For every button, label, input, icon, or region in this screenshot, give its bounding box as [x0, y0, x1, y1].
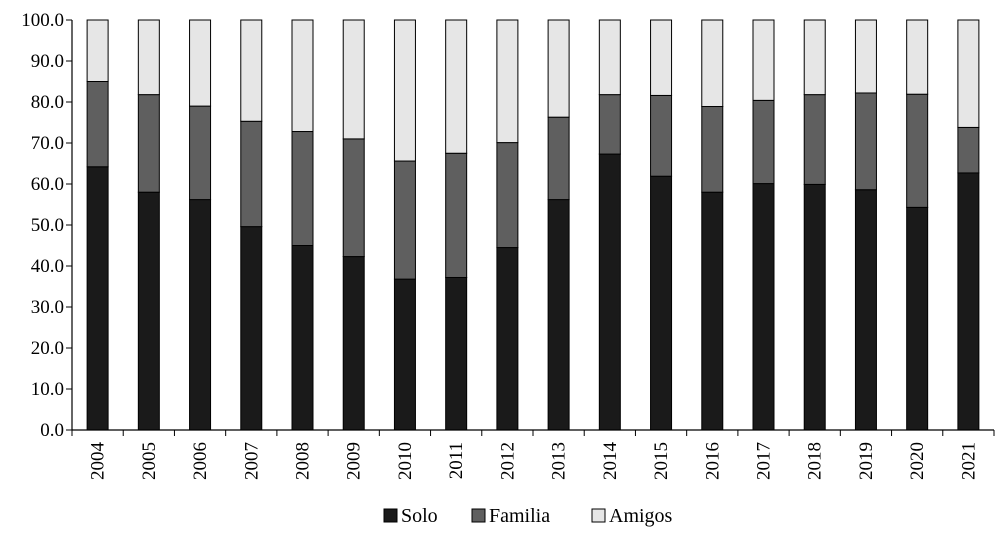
bar-familia-2017: [752, 99, 775, 185]
bar-solo-2005: [137, 191, 160, 431]
bar-solo-2016: [701, 191, 724, 431]
bar-familia-2012: [496, 142, 519, 249]
bar-amigos-2009: [342, 19, 365, 140]
bar-solo-2012: [496, 247, 519, 431]
y-tick-label: 30.0: [31, 297, 64, 318]
bar-familia-2018: [803, 94, 826, 185]
bar-familia-2008: [291, 131, 314, 247]
bar-familia-2009: [342, 138, 365, 258]
bar-amigos-2017: [752, 19, 775, 101]
y-tick-label: 0.0: [40, 420, 64, 441]
bar-solo-2017: [752, 183, 775, 431]
legend-label-solo: Solo: [401, 505, 438, 527]
x-tick-label: 2008: [293, 442, 314, 480]
bar-solo-2010: [393, 278, 416, 431]
bar-familia-2016: [701, 106, 724, 193]
y-tick-label: 100.0: [21, 10, 64, 31]
bar-solo-2015: [650, 175, 673, 431]
bar-amigos-2007: [240, 19, 263, 122]
bar-solo-2011: [445, 276, 468, 431]
bar-familia-2021: [957, 126, 980, 174]
y-tick-label: 40.0: [31, 256, 64, 277]
bar-amigos-2012: [496, 19, 519, 144]
bar-familia-2006: [189, 105, 212, 201]
bar-familia-2013: [547, 116, 570, 201]
bar-amigos-2016: [701, 19, 724, 108]
bar-solo-2013: [547, 199, 570, 431]
bar-amigos-2018: [803, 19, 826, 96]
x-tick-label: 2019: [856, 442, 877, 480]
x-tick-label: 2011: [446, 442, 467, 479]
bar-solo-2020: [906, 206, 929, 431]
x-tick-label: 2007: [241, 442, 262, 480]
x-tick-label: 2016: [702, 442, 723, 480]
bar-amigos-2010: [393, 19, 416, 162]
bar-familia-2005: [137, 94, 160, 193]
bar-solo-2019: [854, 189, 877, 431]
bar-amigos-2019: [854, 19, 877, 94]
bar-familia-2010: [393, 160, 416, 280]
y-tick-label: 80.0: [31, 92, 64, 113]
bar-amigos-2020: [906, 19, 929, 95]
bar-familia-2015: [650, 94, 673, 177]
legend-swatch-solo: [383, 508, 398, 523]
bar-familia-2004: [86, 81, 109, 168]
legend-swatch-amigos: [591, 508, 606, 523]
x-tick-label: 2018: [805, 442, 826, 480]
x-tick-label: 2004: [88, 442, 109, 481]
bar-solo-2021: [957, 172, 980, 431]
bar-solo-2008: [291, 245, 314, 431]
bar-amigos-2014: [598, 19, 621, 96]
bar-solo-2004: [86, 166, 109, 431]
y-tick-label: 60.0: [31, 174, 64, 195]
bar-solo-2007: [240, 226, 263, 431]
bar-solo-2006: [189, 199, 212, 431]
bar-amigos-2008: [291, 19, 314, 133]
bar-familia-2011: [445, 152, 468, 278]
bar-amigos-2011: [445, 19, 468, 154]
bar-amigos-2021: [957, 19, 980, 128]
x-tick-label: 2017: [754, 442, 775, 480]
bar-solo-2009: [342, 256, 365, 431]
bar-amigos-2006: [189, 19, 212, 107]
x-tick-label: 2012: [497, 442, 518, 480]
x-tick-label: 2021: [958, 442, 979, 480]
bar-amigos-2005: [137, 19, 160, 96]
bar-familia-2014: [598, 94, 621, 155]
x-tick-label: 2014: [600, 442, 621, 481]
legend-label-amigos: Amigos: [609, 505, 673, 527]
bar-amigos-2013: [547, 19, 570, 118]
bar-familia-2007: [240, 120, 263, 228]
legend-swatch-familia: [471, 508, 486, 523]
x-tick-label: 2010: [395, 442, 416, 480]
y-tick-label: 50.0: [31, 215, 64, 236]
bar-familia-2019: [854, 92, 877, 191]
bar-solo-2018: [803, 183, 826, 431]
y-tick-label: 90.0: [31, 51, 64, 72]
bar-amigos-2004: [86, 19, 109, 82]
x-tick-label: 2015: [651, 442, 672, 480]
y-tick-label: 10.0: [31, 379, 64, 400]
x-tick-label: 2009: [344, 442, 365, 480]
x-tick-label: 2020: [907, 442, 928, 480]
y-tick-label: 70.0: [31, 133, 64, 154]
bar-amigos-2015: [650, 19, 673, 96]
x-tick-label: 2006: [190, 442, 211, 480]
legend-label-familia: Familia: [489, 505, 550, 527]
bar-solo-2014: [598, 153, 621, 431]
x-tick-label: 2013: [549, 442, 570, 480]
x-tick-label: 2005: [139, 442, 160, 480]
y-tick-label: 20.0: [31, 338, 64, 359]
bar-familia-2020: [906, 93, 929, 208]
